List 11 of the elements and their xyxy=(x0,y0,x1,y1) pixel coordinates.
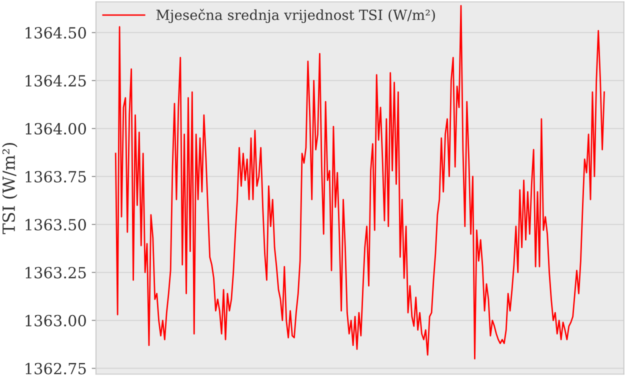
y-tick-label: 1364.25 xyxy=(26,75,86,87)
legend-label: Mjesečna srednja vrijednost TSI (W/m²) xyxy=(156,8,435,24)
y-tick-label: 1364.00 xyxy=(26,122,86,135)
y-tick-label: 1363.75 xyxy=(26,170,86,183)
y-tick-label: 1363.25 xyxy=(26,266,86,278)
y-tick-label: 1362.75 xyxy=(26,362,86,374)
y-tick-label: 1363.50 xyxy=(26,218,86,230)
y-tick-label: 1363.00 xyxy=(26,314,86,326)
line-series xyxy=(114,5,605,360)
y-tick-label: 1364.50 xyxy=(26,27,86,39)
y-axis-title: TSI (W/m²) xyxy=(2,142,18,234)
